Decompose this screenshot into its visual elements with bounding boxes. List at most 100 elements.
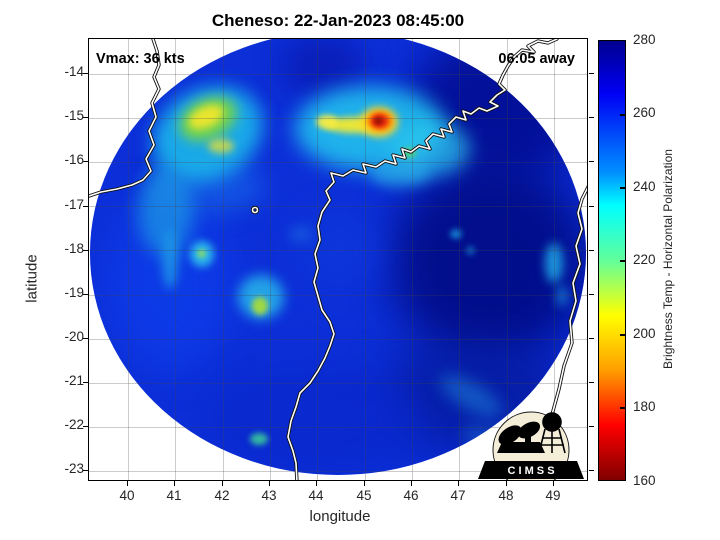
x-tick-label: 41 — [166, 488, 182, 503]
gridline — [317, 39, 318, 480]
logo-banner — [478, 461, 584, 479]
gridline — [89, 383, 587, 384]
y-tick — [83, 426, 88, 427]
y-tick-label: -14 — [64, 64, 84, 79]
cloud-cell — [402, 148, 416, 158]
y-tick — [83, 206, 88, 207]
x-tick-label: 40 — [119, 488, 135, 503]
y-tick — [83, 161, 88, 162]
x-tick-label: 46 — [403, 488, 419, 503]
y-tick-label: -19 — [64, 285, 84, 300]
gridline — [89, 74, 587, 75]
y-tick — [83, 117, 88, 118]
cloud-cell — [370, 159, 430, 187]
y-tick-label: -22 — [64, 417, 84, 432]
cloud-cell — [556, 285, 568, 307]
gridline — [89, 118, 587, 119]
brightness-region — [205, 366, 425, 471]
x-tick — [411, 481, 412, 486]
colorbar-tick — [620, 260, 625, 262]
x-tick-label: 48 — [498, 488, 514, 503]
x-tick — [458, 481, 459, 486]
y-tick-label: -21 — [64, 373, 84, 388]
gridline — [128, 39, 129, 480]
colorbar-tick — [620, 114, 625, 116]
y-tick-right — [589, 382, 594, 383]
colorbar-tick-label: 280 — [633, 32, 656, 47]
x-tick-label: 43 — [261, 488, 277, 503]
x-tick — [553, 481, 554, 486]
x-tick — [316, 481, 317, 486]
y-axis-label: latitude — [23, 254, 41, 303]
y-tick-label: -15 — [64, 108, 84, 123]
vmax-annotation: Vmax: 36 kts — [96, 51, 185, 67]
gridline — [89, 162, 587, 163]
y-tick — [83, 382, 88, 383]
y-tick-right — [589, 250, 594, 251]
colorbar-title: Brightness Temp - Horizontal Polarizatio… — [661, 149, 675, 369]
gridline — [89, 339, 587, 340]
cloud-cell — [250, 433, 268, 445]
gridline — [223, 39, 224, 480]
water-tower-icon — [538, 412, 566, 454]
colorbar-tick — [620, 187, 625, 189]
x-tick-label: 47 — [450, 488, 466, 503]
y-tick-right — [589, 470, 594, 471]
brightness-region — [300, 211, 385, 286]
colorbar-tick-label: 200 — [633, 326, 656, 341]
cloud-cell — [289, 226, 313, 242]
gridline — [412, 39, 413, 480]
x-tick-label: 49 — [545, 488, 561, 503]
x-axis-label: longitude — [309, 508, 371, 525]
y-tick — [83, 470, 88, 471]
logo-text: C I M S S — [507, 465, 554, 477]
x-tick — [222, 481, 223, 486]
y-tick-right — [589, 338, 594, 339]
plot-title: Cheneso: 22-Jan-2023 08:45:00 — [211, 11, 465, 30]
cloud-cell — [162, 229, 178, 289]
colorbar-tick-label: 240 — [633, 179, 656, 194]
y-tick-label: -20 — [64, 329, 84, 344]
x-tick-label: 44 — [308, 488, 324, 503]
gridline — [459, 39, 460, 480]
cimss-logo: C I M S S — [478, 411, 584, 480]
y-tick-label: -17 — [64, 197, 84, 212]
y-tick-label: -23 — [64, 461, 84, 476]
gridline — [175, 39, 176, 480]
x-tick — [364, 481, 365, 486]
colorbar-tick-label: 160 — [633, 473, 656, 488]
eta-annotation: 06:05 away — [498, 51, 575, 67]
y-tick-right — [589, 206, 594, 207]
y-tick-label: -16 — [64, 152, 84, 167]
colorbar-tick — [620, 407, 625, 409]
cloud-cell — [197, 249, 206, 258]
cloud-cell — [208, 139, 234, 153]
x-tick — [174, 481, 175, 486]
gridline — [89, 206, 587, 207]
cloud-cell — [450, 229, 462, 239]
y-tick-right — [589, 294, 594, 295]
x-tick-label: 45 — [356, 488, 372, 503]
x-tick — [506, 481, 507, 486]
y-tick-right — [589, 73, 594, 74]
y-tick — [83, 294, 88, 295]
gridline — [89, 250, 587, 251]
y-tick — [83, 73, 88, 74]
y-tick — [83, 338, 88, 339]
colorbar-tick — [620, 334, 625, 336]
gridline — [365, 39, 366, 480]
colorbar — [598, 40, 626, 481]
colorbar-tick-label: 180 — [633, 399, 656, 414]
x-tick — [127, 481, 128, 486]
x-tick-label: 42 — [214, 488, 230, 503]
y-tick-label: -18 — [64, 241, 84, 256]
gridline — [89, 295, 587, 296]
satellite-dishes-icon — [497, 421, 545, 453]
plot-area: Vmax: 36 kts 06:05 away C I M S S — [88, 38, 588, 481]
y-tick-right — [589, 117, 594, 118]
gridline — [270, 39, 271, 480]
y-tick-right — [589, 161, 594, 162]
colorbar-tick-label: 220 — [633, 252, 656, 267]
y-tick — [83, 250, 88, 251]
